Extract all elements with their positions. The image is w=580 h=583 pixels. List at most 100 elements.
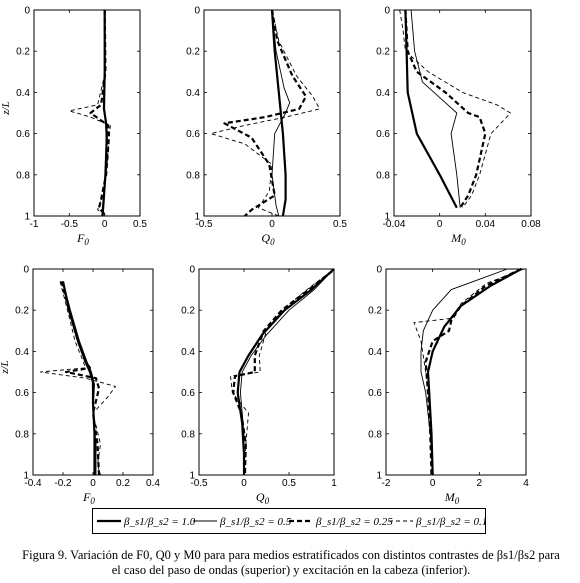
x-tick-label: -0.5 xyxy=(190,478,208,489)
y-tick-label: 1 xyxy=(24,212,30,223)
series-line-thick-dashed xyxy=(223,9,308,217)
y-tick-label: 0.2 xyxy=(186,47,200,58)
x-axis-label: M0 xyxy=(444,490,460,506)
x-tick-label: 0.5 xyxy=(333,219,347,230)
figure-caption: Figura 9. Variación de F0, Q0 y M0 para … xyxy=(8,548,574,578)
series-line-thin-dashed xyxy=(230,270,332,476)
series-line-thin-solid xyxy=(239,268,335,475)
y-tick-label: 1 xyxy=(376,471,382,482)
legend-svg: β_s1/β_s2 = 1.0 β_s1/β_s2 = 0.5 β_s1/β_s2 … xyxy=(97,516,493,528)
y-tick-label: 0 xyxy=(384,6,390,17)
y-tick-label: 0 xyxy=(194,6,200,17)
y-tick-label: 0.4 xyxy=(16,88,30,99)
y-tick-label: 0 xyxy=(376,265,382,276)
caption-line-1: Figura 9. Variación de F0, Q0 y M0 para … xyxy=(22,548,560,562)
x-tick-label: 0 xyxy=(102,219,108,230)
y-tick-label: 0.2 xyxy=(181,306,195,317)
y-tick-label: 0.2 xyxy=(15,306,29,317)
y-tick-label: 0.8 xyxy=(368,429,382,440)
y-tick-label: 0.4 xyxy=(368,347,382,358)
x-tick-label: 2 xyxy=(477,478,483,489)
x-tick-label: 0.04 xyxy=(476,219,496,230)
y-tick-label: 0.4 xyxy=(376,88,390,99)
x-tick-label: 4 xyxy=(523,478,529,489)
y-tick-label: 0.4 xyxy=(186,88,200,99)
x-tick-label: 0.5 xyxy=(133,219,147,230)
series-line-thin-dashed xyxy=(68,9,111,217)
series-line-thin-dashed xyxy=(210,9,321,217)
x-tick-label: 0 xyxy=(269,219,275,230)
y-tick-label: 0.6 xyxy=(181,388,195,399)
y-tick-label: 0.6 xyxy=(368,388,382,399)
plot-frame xyxy=(385,268,527,476)
series-line-thin-dashed xyxy=(413,268,524,476)
x-tick-label: -0.5 xyxy=(195,219,213,230)
x-axis-label: M0 xyxy=(450,231,466,247)
chart-panel-2: 0 0.2 0.4 0.6 0.8 1-0.5 0 0.5 Q0 xyxy=(186,6,347,248)
y-tick-label: 0.2 xyxy=(16,47,30,58)
y-axis-label: z/L xyxy=(0,360,11,374)
series-line-thick-dashed xyxy=(60,281,101,476)
chart-panel-5: 00.20.40.60.81-0.5 0 0.5 1Q0 xyxy=(181,265,337,507)
x-axis-label: F0 xyxy=(76,231,89,247)
y-tick-label: 0.8 xyxy=(181,429,195,440)
series-line-thick-dashed xyxy=(424,268,522,476)
y-tick-label: 0.6 xyxy=(16,129,30,140)
x-axis-label: Q0 xyxy=(256,490,270,506)
y-tick-label: 1 xyxy=(384,212,390,223)
y-tick-label: 0 xyxy=(23,265,29,276)
y-tick-label: 0.2 xyxy=(376,47,390,58)
y-tick-label: 0.4 xyxy=(15,347,29,358)
x-tick-label: 0.08 xyxy=(521,219,541,230)
caption-line-2: el caso del paso de ondas (superior) y e… xyxy=(111,563,471,577)
x-tick-label: 0 xyxy=(437,219,443,230)
y-tick-label: 0 xyxy=(189,265,195,276)
x-tick-label: -0.2 xyxy=(54,478,72,489)
y-tick-label: 0.8 xyxy=(15,429,29,440)
y-tick-label: 0.8 xyxy=(376,170,390,181)
y-tick-label: 0.6 xyxy=(15,388,29,399)
x-tick-label: 0.5 xyxy=(282,478,296,489)
legend-label: β_s1/β_s2 = 0.10 xyxy=(415,516,485,528)
y-tick-label: 0 xyxy=(24,6,30,17)
plot-frame xyxy=(393,9,532,217)
x-tick-label: -2 xyxy=(382,478,391,489)
chart-panel-6: 0 0.2 0.4 0.6 0.8 1-2 0 2 4 M0 xyxy=(368,265,529,507)
x-axis-label: Q0 xyxy=(261,231,275,247)
legend: β_s1/β_s2 = 1.0 β_s1/β_s2 = 0.5 β_s1/β_s2 … xyxy=(92,508,493,534)
series-line-thick-solid xyxy=(61,281,96,475)
legend-label: β_s1/β_s2 = 0.5 xyxy=(219,516,292,528)
chart-panel-4: 0 0.2 0.4 0.6 0.8 1-0.4 -0.2 0 0.2 0.4 F0 z/L xyxy=(0,265,160,507)
x-tick-label: -1 xyxy=(30,219,39,230)
series-line-thin-solid xyxy=(420,268,508,476)
x-tick-label: 1 xyxy=(331,478,337,489)
y-tick-label: 0.2 xyxy=(368,306,382,317)
x-tick-label: -0.4 xyxy=(24,478,42,489)
y-tick-label: 0.6 xyxy=(376,129,390,140)
plot-frame xyxy=(32,268,154,476)
plot-frame xyxy=(198,268,335,476)
series-line-thick-solid xyxy=(236,268,335,475)
y-tick-label: 0.4 xyxy=(181,347,195,358)
y-axis-label: z/L xyxy=(0,101,12,115)
x-tick-label: -0.5 xyxy=(61,219,79,230)
y-tick-label: 0.8 xyxy=(186,170,200,181)
y-tick-label: 1 xyxy=(189,471,195,482)
x-tick-label: 0 xyxy=(430,478,436,489)
chart-panel-3: 0 0.2 0.4 0.6 0.8 1-0.04 0 0.04 0.08 M0 xyxy=(376,6,541,248)
series-line-thick-dashed xyxy=(404,9,487,209)
series-line-thin-solid xyxy=(410,9,461,208)
x-tick-label: 0 xyxy=(90,478,96,489)
y-tick-label: 0.6 xyxy=(186,129,200,140)
plot-frame xyxy=(33,9,141,217)
x-tick-label: 0.2 xyxy=(116,478,130,489)
legend-label: β_s1/β_s2 = 1.0 xyxy=(123,516,196,528)
chart-panel-1: 0 0.2 0.4 0.6 0.8 1-1 -0.5 0 0.5 F0 z/L xyxy=(0,6,147,248)
x-tick-label: 0.4 xyxy=(146,478,160,489)
y-tick-label: 0.8 xyxy=(16,170,30,181)
legend-label: β_s1/β_s2 = 0.25 xyxy=(315,516,393,528)
y-tick-label: 1 xyxy=(194,212,200,223)
x-axis-label: F0 xyxy=(82,490,95,506)
series-line-thick-solid xyxy=(270,9,287,217)
